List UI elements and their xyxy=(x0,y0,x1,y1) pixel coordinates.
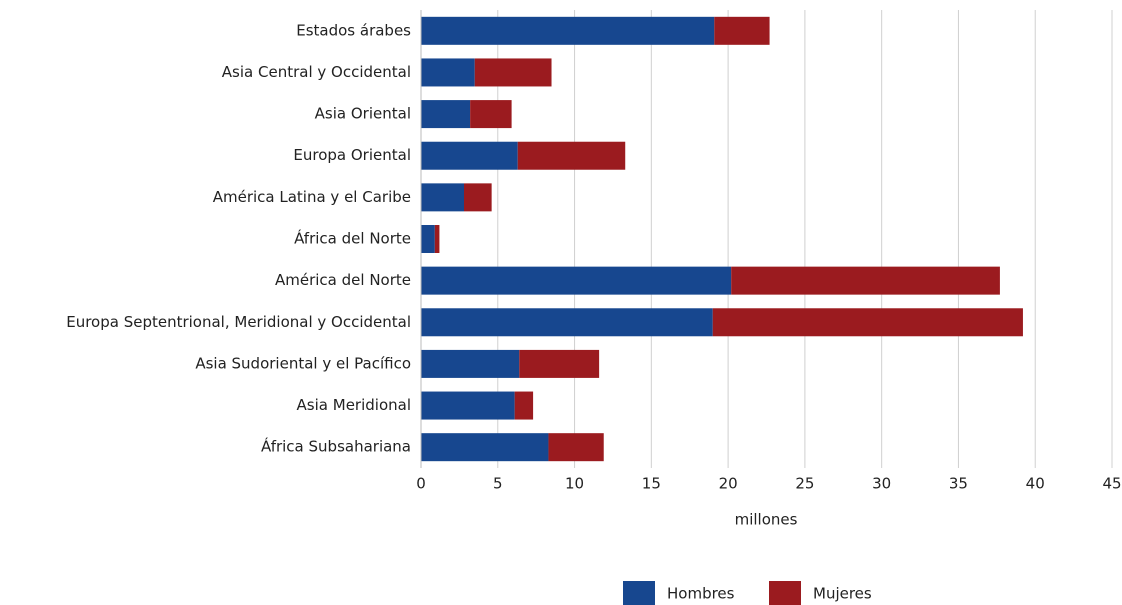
x-tick-label: 15 xyxy=(642,475,661,493)
y-tick-label: Europa Septentrional, Meridional y Occid… xyxy=(66,313,411,331)
y-tick-label: Asia Sudoriental y el Pacífico xyxy=(195,354,411,372)
bar-segment xyxy=(421,100,471,129)
y-tick-label: África del Norte xyxy=(294,229,411,248)
y-tick-label: América del Norte xyxy=(275,271,411,289)
x-tick-label: 30 xyxy=(872,475,891,493)
y-tick-label: Asia Meridional xyxy=(297,396,411,414)
bar-segment xyxy=(474,58,552,87)
legend-label: Hombres xyxy=(667,585,735,603)
bar-segment xyxy=(514,391,534,420)
bar-segment xyxy=(731,266,1000,295)
legend-swatch xyxy=(623,581,655,605)
x-tick-label: 40 xyxy=(1026,475,1045,493)
legend-swatch xyxy=(769,581,801,605)
x-tick-label: 0 xyxy=(416,475,426,493)
bar-segment xyxy=(712,308,1023,337)
bar-segment xyxy=(548,433,604,462)
bar-segment xyxy=(421,391,515,420)
bar-segment xyxy=(421,183,464,212)
x-tick-label: 20 xyxy=(719,475,738,493)
bar-segment xyxy=(421,349,520,378)
y-tick-label: Asia Central y Occidental xyxy=(222,63,411,81)
legend-label: Mujeres xyxy=(813,585,872,603)
x-tick-label: 5 xyxy=(493,475,503,493)
bar-segment xyxy=(421,141,518,170)
x-tick-label: 10 xyxy=(565,475,584,493)
y-tick-label: Europa Oriental xyxy=(293,146,411,164)
y-tick-label: Asia Oriental xyxy=(315,105,411,123)
y-tick-label: Estados árabes xyxy=(296,21,411,39)
bar-segment xyxy=(434,225,440,253)
x-tick-label: 45 xyxy=(1102,475,1121,493)
bar-segment xyxy=(517,141,626,170)
x-tick-label: 35 xyxy=(949,475,968,493)
x-tick-label: 25 xyxy=(795,475,814,493)
bar-segment xyxy=(421,58,475,87)
bar-segment xyxy=(519,349,600,378)
y-tick-label: África Subsahariana xyxy=(261,437,411,456)
x-axis-label: millones xyxy=(735,511,798,529)
bar-segment xyxy=(421,433,549,462)
bar-segment xyxy=(421,266,732,295)
y-tick-label: América Latina y el Caribe xyxy=(213,188,411,206)
bar-segment xyxy=(470,100,512,129)
bar-segment xyxy=(421,225,435,253)
bar-segment xyxy=(463,183,492,212)
bar-segment xyxy=(421,16,715,45)
bar-segment xyxy=(714,16,770,45)
bar-segment xyxy=(421,308,713,337)
